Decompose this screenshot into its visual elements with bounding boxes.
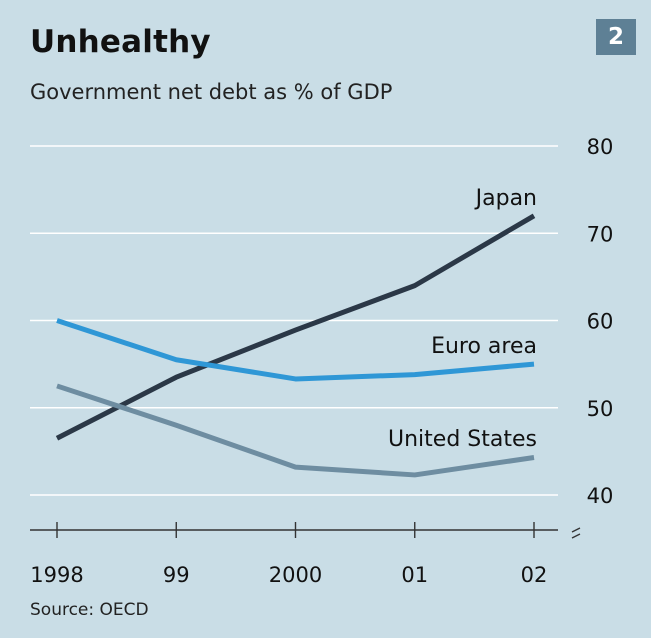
series-line-united-states (56, 383, 535, 478)
x-tick-label: 02 (521, 563, 548, 587)
series-label-euro-area: Euro area (431, 334, 537, 359)
chart-title: Unhealthy (30, 24, 211, 60)
series-lines (55, 213, 536, 478)
series-labels: Japan Euro area United States (388, 186, 537, 452)
axis-break-mark (571, 527, 581, 539)
x-tick-label: 01 (401, 563, 428, 587)
x-tick-label: 1998 (30, 563, 83, 587)
x-axis: 1998 99 2000 01 02 (30, 522, 581, 587)
series-line-japan (55, 213, 536, 441)
series-label-japan: Japan (474, 186, 537, 211)
chart-subtitle: Government net debt as % of GDP (30, 80, 393, 104)
series-line-euro-area (56, 318, 535, 382)
y-tick-label: 40 (587, 484, 614, 508)
x-tick-label: 99 (163, 563, 190, 587)
y-tick-label: 80 (587, 135, 614, 159)
series-label-united-states: United States (388, 427, 537, 452)
source-note: Source: OECD (30, 600, 149, 620)
y-tick-label: 60 (587, 310, 614, 334)
y-tick-label: 50 (587, 397, 614, 421)
x-tick-label: 2000 (269, 563, 322, 587)
y-axis-ticks: 40 50 60 70 80 (587, 135, 614, 508)
y-tick-label: 70 (587, 222, 614, 246)
chart-number-badge: 2 (596, 19, 636, 55)
